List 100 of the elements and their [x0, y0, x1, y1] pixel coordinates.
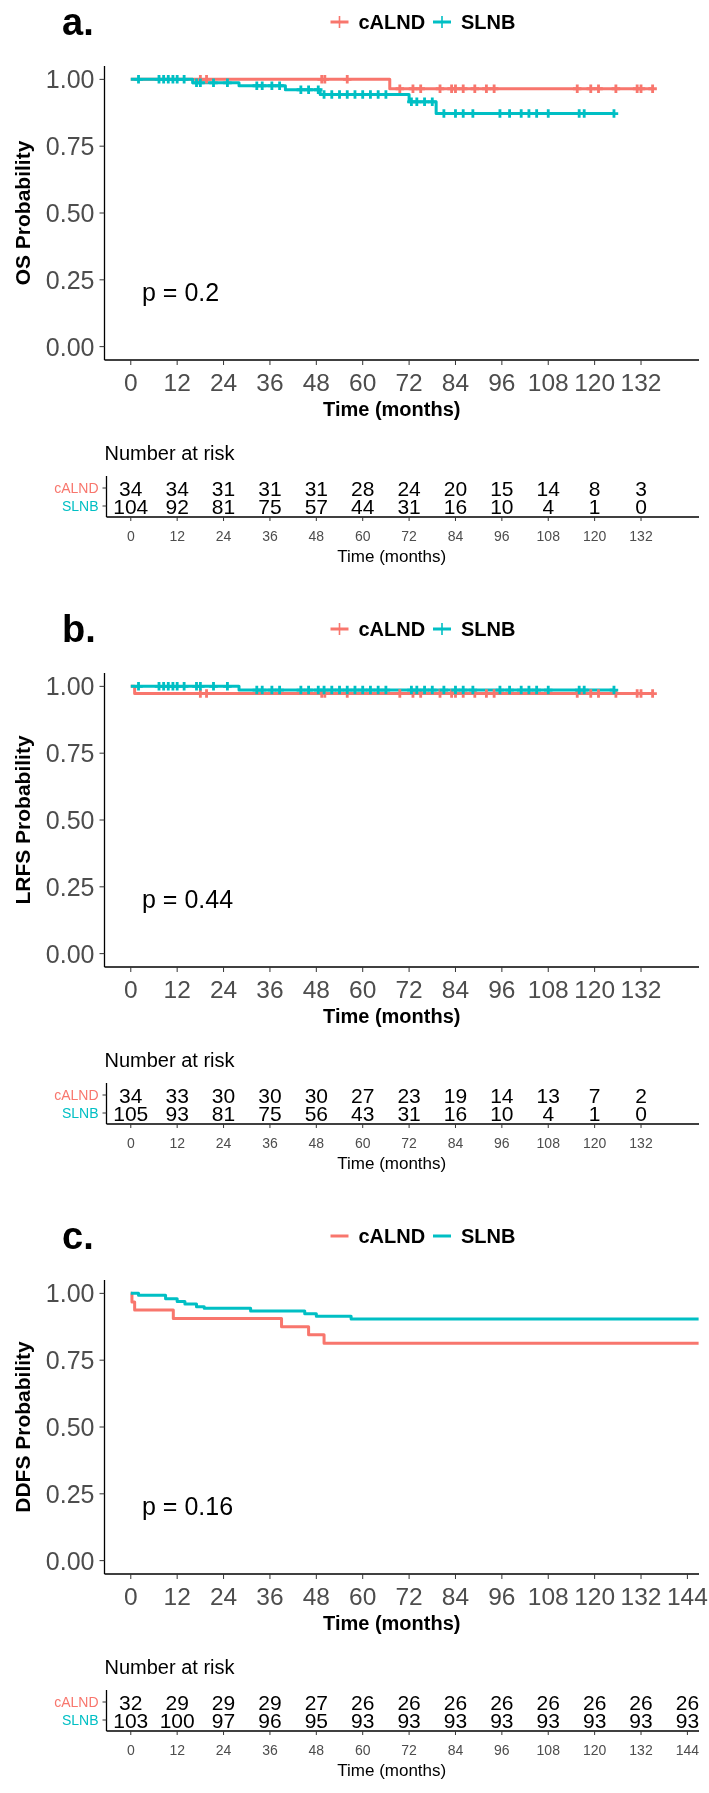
y-axis-title: LRFS Probability — [11, 735, 34, 905]
legend-label: cALND — [358, 1225, 426, 1247]
x-tick-label: 60 — [349, 1583, 377, 1610]
y-tick-label: 0.75 — [45, 132, 95, 161]
x-tick-label: 36 — [262, 528, 278, 544]
x-tick-label: 36 — [262, 1135, 278, 1151]
data-label: 19 — [443, 1083, 468, 1107]
point — [296, 85, 306, 95]
x-tick-label: 84 — [441, 1583, 470, 1610]
x-axis-title: Time (months) — [337, 1761, 447, 1780]
x-tick-label: 48 — [308, 1135, 325, 1151]
point — [412, 97, 422, 107]
data-label: 29 — [258, 1690, 282, 1714]
x-tick-label: 96 — [488, 976, 516, 1003]
x-tick-label: 132 — [629, 528, 653, 544]
data-label: 34 — [119, 1083, 143, 1107]
x-tick-label: 0 — [126, 528, 135, 544]
point — [648, 84, 657, 93]
x-tick-label: 60 — [354, 1135, 371, 1151]
x-tick-label: 120 — [574, 369, 616, 396]
point — [343, 75, 352, 84]
x-tick-label: 84 — [447, 1742, 464, 1758]
data-label: 30 — [258, 1083, 282, 1107]
x-tick-label: 144 — [666, 1583, 708, 1610]
x-tick-label: 48 — [302, 1583, 330, 1610]
legend-label: SLNB — [461, 11, 516, 33]
x-tick-label: 24 — [209, 1583, 238, 1610]
chart-title: Number at risk — [104, 442, 236, 464]
x-tick-label: 132 — [620, 369, 662, 396]
data-label: 13 — [536, 1083, 560, 1107]
data-label: 14 — [536, 476, 561, 500]
y-tick-label: 0.00 — [45, 1546, 95, 1575]
y-tick-label: cALND — [54, 1087, 99, 1103]
y-tick-label: 1.00 — [45, 672, 95, 701]
x-tick-label: 108 — [536, 1742, 561, 1758]
annotation: p = 0.2 — [142, 278, 220, 307]
point — [267, 81, 277, 91]
point — [611, 84, 621, 93]
x-tick-label: 144 — [675, 1742, 700, 1758]
y-tick-label: 1.00 — [45, 1279, 95, 1308]
y-tick-label: SLNB — [61, 498, 99, 514]
y-tick-label: 1.00 — [45, 65, 95, 94]
x-axis-title: Time (months) — [323, 1612, 461, 1634]
point — [586, 84, 596, 93]
x-tick-label: 12 — [163, 976, 191, 1003]
y-tick-label: 0.00 — [45, 939, 95, 968]
x-tick-label: 0 — [123, 976, 138, 1003]
chart-title: c. — [62, 1215, 94, 1257]
data-label: 29 — [165, 1690, 189, 1714]
x-tick-label: 0 — [123, 1583, 138, 1610]
x-tick-label: 12 — [169, 1135, 186, 1151]
point — [395, 84, 405, 93]
legend-label: cALND — [358, 11, 426, 33]
x-axis-title: Time (months) — [323, 1005, 461, 1027]
y-tick-label: 0.25 — [45, 872, 95, 901]
data-label: 15 — [490, 476, 514, 500]
y-tick-label: SLNB — [61, 1712, 99, 1728]
y-axis-title: OS Probability — [11, 140, 34, 286]
x-tick-label: 36 — [262, 1742, 278, 1758]
x-tick-label: 96 — [494, 1135, 510, 1151]
point — [304, 85, 313, 95]
x-tick-label: 96 — [494, 528, 510, 544]
point — [458, 84, 468, 93]
x-tick-label: 36 — [256, 1583, 284, 1610]
x-tick-label: 108 — [527, 976, 569, 1003]
y-axis-title: DDFS Probability — [11, 1340, 34, 1513]
x-tick-label: 132 — [620, 976, 662, 1003]
point — [314, 85, 323, 95]
data-label: 33 — [165, 1083, 189, 1107]
data-label: 31 — [304, 476, 328, 500]
x-tick-label: 36 — [256, 369, 284, 396]
x-tick-label: 48 — [302, 976, 330, 1003]
y-tick-label: cALND — [54, 1694, 99, 1710]
x-tick-label: 72 — [401, 1135, 418, 1151]
data-label: 3 — [635, 476, 647, 500]
data-label: 8 — [588, 476, 601, 500]
point — [420, 97, 429, 107]
x-axis-title: Time (months) — [323, 398, 461, 420]
x-tick-label: 72 — [395, 369, 423, 396]
data-label: 27 — [304, 1690, 328, 1714]
data-label: 29 — [211, 1690, 236, 1714]
point — [179, 75, 189, 84]
y-tick-label: cALND — [54, 480, 99, 496]
point — [202, 75, 211, 84]
y-tick-label: 0.00 — [45, 332, 95, 361]
data-label: 26 — [490, 1690, 514, 1714]
x-tick-label: 24 — [209, 976, 238, 1003]
data-label: 26 — [351, 1690, 375, 1714]
point — [416, 84, 425, 93]
data-label: 34 — [165, 476, 190, 500]
x-tick-label: 120 — [582, 528, 607, 544]
annotation: p = 0.16 — [142, 1492, 234, 1521]
x-tick-label: 60 — [354, 528, 371, 544]
x-tick-label: 84 — [447, 528, 464, 544]
data-label: 34 — [119, 476, 143, 500]
x-tick-label: 132 — [620, 1583, 662, 1610]
chart-title: Number at risk — [104, 1049, 236, 1071]
x-tick-label: 48 — [302, 369, 330, 396]
x-tick-label: 84 — [441, 976, 470, 1003]
x-tick-label: 108 — [536, 1135, 561, 1151]
